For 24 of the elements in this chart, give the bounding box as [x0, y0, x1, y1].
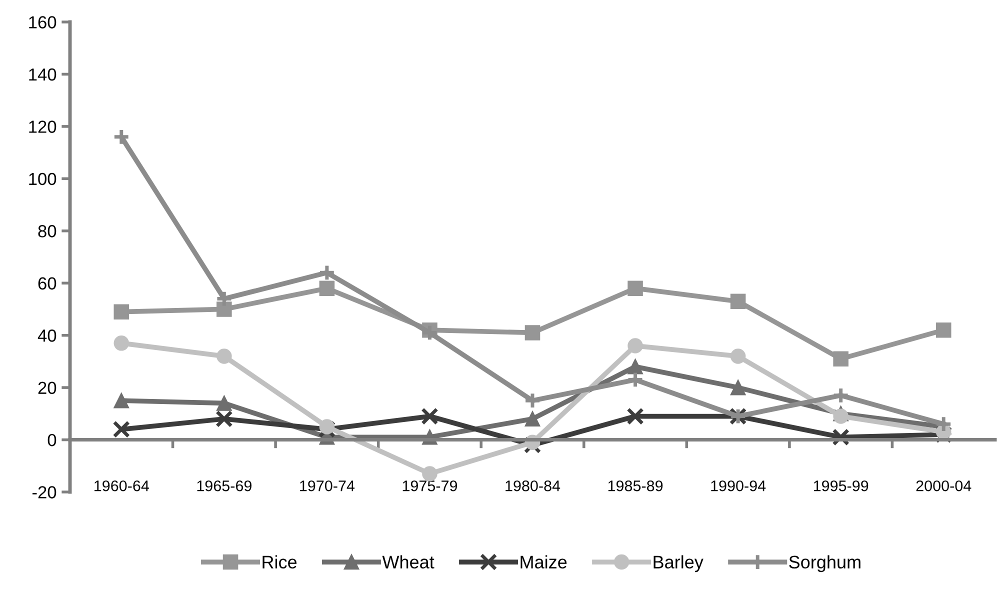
y-tick-label: 140	[29, 68, 56, 81]
y-tick-label: 40	[38, 330, 56, 342]
x-tick-label: 1960-64	[94, 480, 149, 492]
legend-label: Wheat	[382, 555, 434, 569]
legend-label: Rice	[262, 555, 297, 569]
x-tick-label: 1995-99	[814, 480, 868, 492]
x-tick-label: 1965-69	[197, 480, 252, 492]
x-tick-label: 1970-74	[300, 480, 355, 492]
x-tick-label: 1985-89	[608, 480, 663, 492]
x-tick-label: 1990-94	[711, 480, 766, 492]
y-tick-label: 20	[38, 382, 56, 394]
legend-label: Barley	[654, 555, 704, 572]
x-tick-label: 1980-84	[506, 480, 560, 492]
y-tick-label: -20	[32, 486, 56, 498]
y-tick-label: 120	[29, 120, 56, 133]
y-tick-label: 160	[29, 16, 56, 28]
y-tick-label: 100	[29, 172, 56, 186]
y-tick-label: 80	[38, 225, 56, 238]
y-tick-label: 60	[38, 277, 56, 290]
legend-label: Sorghum	[789, 555, 860, 572]
legend-label: Maize	[520, 555, 567, 569]
y-tick-label: 0	[48, 434, 56, 446]
x-tick-label: 1975-79	[402, 480, 458, 492]
x-tick-label: 2000-04	[916, 480, 972, 492]
